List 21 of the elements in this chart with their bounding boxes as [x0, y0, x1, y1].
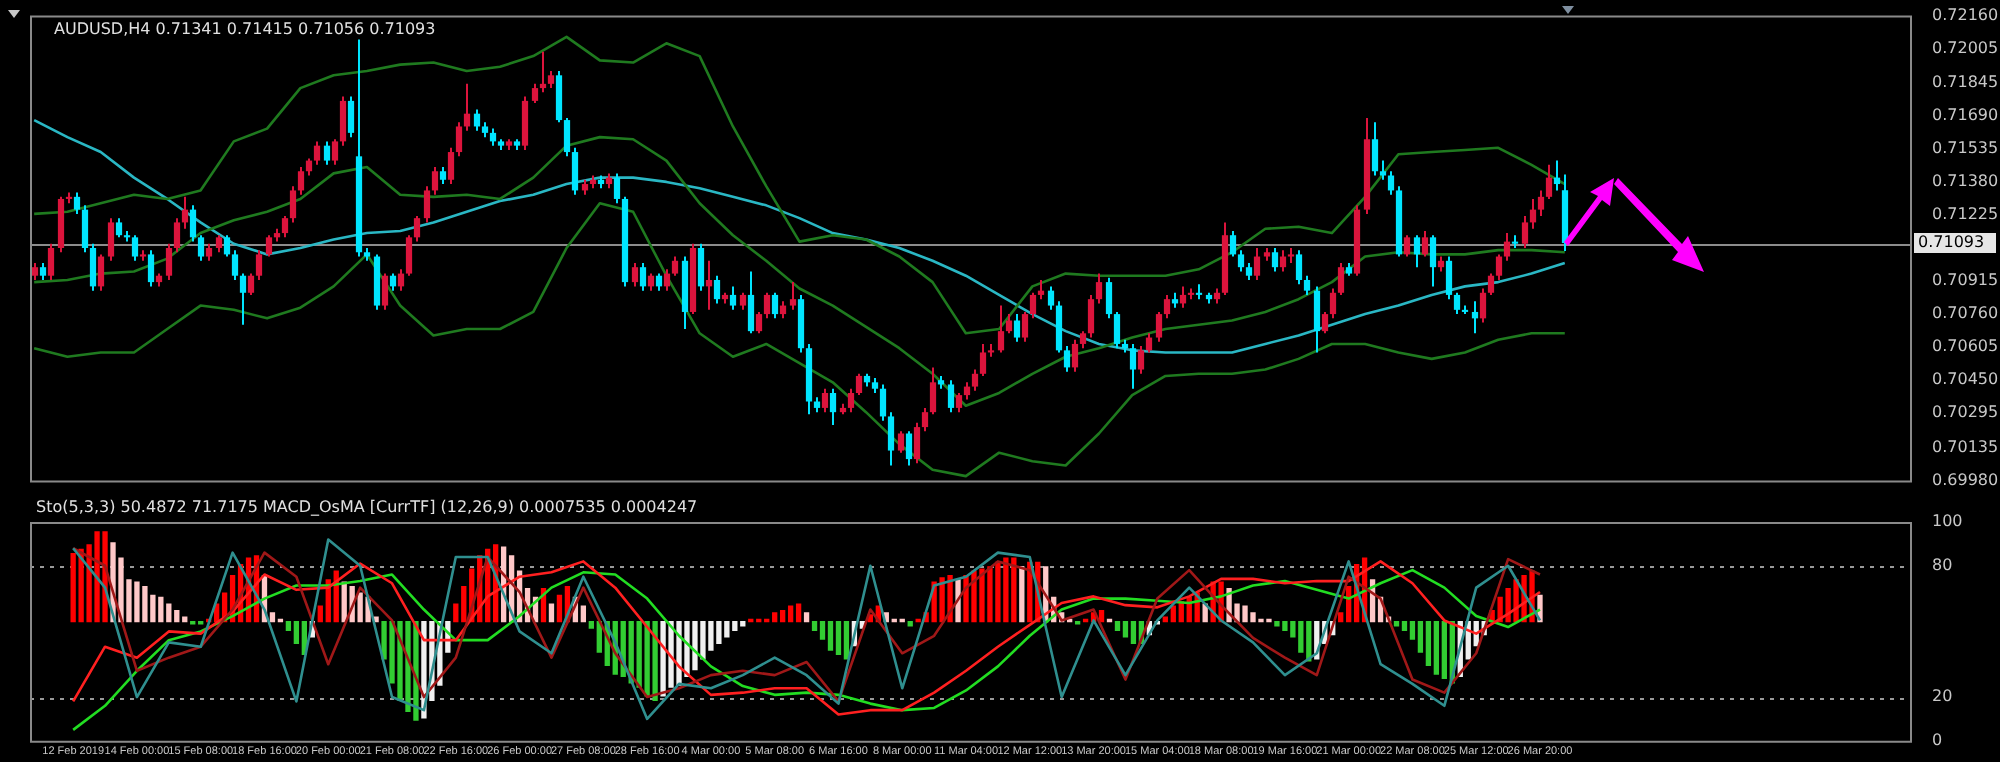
y-tick-label: 20 [1932, 687, 1953, 706]
y-tick-label: 0.70295 [1932, 403, 1999, 422]
y-tick-label: 0.72005 [1932, 38, 1999, 57]
y-tick-label: 0.71690 [1932, 105, 1999, 124]
y-tick-label: 0.70450 [1932, 370, 1999, 389]
chart-title: AUDUSD,H4 0.71341 0.71415 0.71056 0.71093 [54, 19, 436, 38]
y-tick-label: 0 [1932, 730, 1943, 749]
chart-title: Sto(5,3,3) 50.4872 71.7175 MACD_OsMA [CurrTF] (12,26,9) 0.0007535 0.0004247 [36, 498, 698, 517]
ref-line-label: 0.71093 [1918, 233, 1985, 252]
y-tick-label: 80 [1932, 555, 1953, 574]
y-tick-label: 0.72160 [1932, 5, 1999, 24]
y-tick-label: 0.71535 [1932, 139, 1999, 158]
y-tick-label: 0.71225 [1932, 205, 1999, 224]
y-tick-label: 0.71380 [1932, 172, 1999, 191]
y-tick-label: 0.69980 [1932, 470, 1999, 489]
y-tick-label: 100 [1932, 512, 1963, 531]
y-tick-label: 0.71845 [1932, 72, 1999, 91]
y-tick-label: 0.70135 [1932, 437, 1999, 456]
y-tick-label: 0.70760 [1932, 304, 1999, 323]
y-tick-label: 0.70605 [1932, 337, 1999, 356]
y-tick-label: 0.70915 [1932, 271, 1999, 290]
